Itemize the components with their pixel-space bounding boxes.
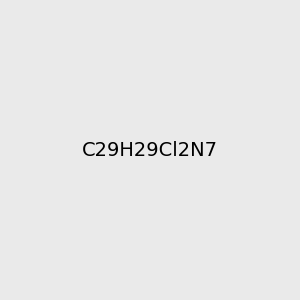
Text: C29H29Cl2N7: C29H29Cl2N7	[82, 140, 218, 160]
